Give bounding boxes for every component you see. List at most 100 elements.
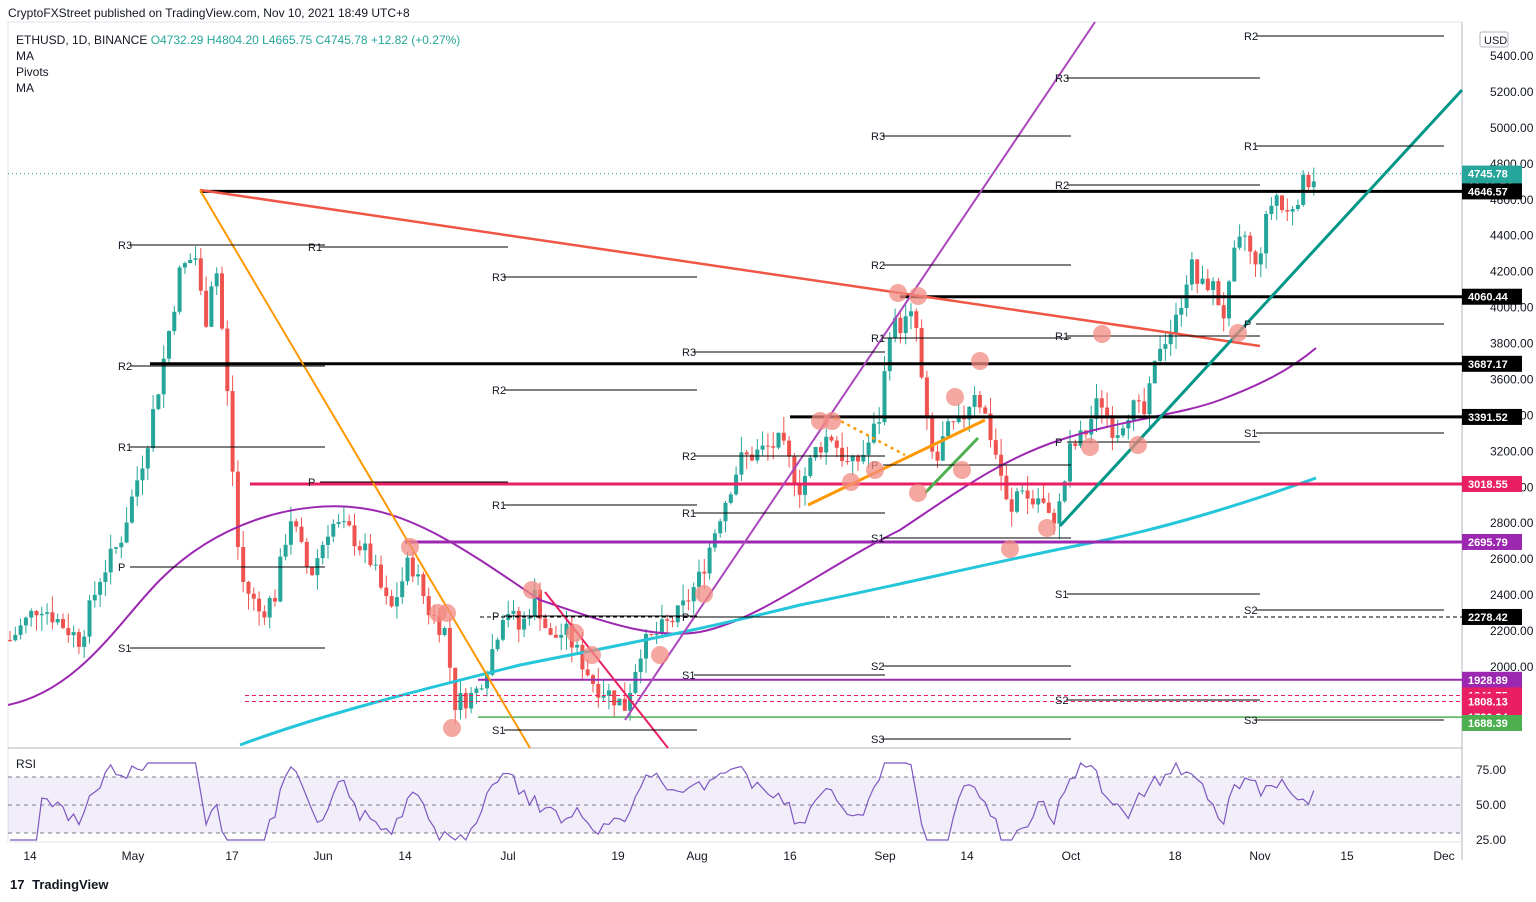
candle-body [787, 440, 792, 457]
candle-body [596, 683, 601, 698]
candle-body [697, 571, 701, 588]
pivot-label: S3 [1244, 715, 1257, 727]
pivot-label: R1 [1244, 141, 1258, 153]
candle-body [617, 698, 622, 706]
candle-body [188, 259, 193, 264]
candle-body [1152, 360, 1157, 384]
price-tag-bg [1462, 288, 1522, 305]
candle-body [893, 317, 898, 338]
pivot-label: S1 [118, 643, 131, 655]
pivot-label: R2 [682, 451, 696, 463]
candle-body [416, 574, 421, 577]
candle-body [903, 316, 908, 334]
y-tick-label: 2200.00 [1490, 624, 1534, 638]
pivot-label: R1 [118, 442, 132, 454]
pivot-label: R2 [1244, 31, 1258, 43]
candle-body [1126, 420, 1131, 429]
candle-body [1015, 491, 1019, 512]
touch-marker [1081, 438, 1099, 456]
candle-body [532, 589, 537, 618]
candle-body [940, 436, 945, 461]
candle-body [1094, 398, 1099, 420]
y-tick-label: 3800.00 [1490, 337, 1534, 351]
candle-body [13, 634, 18, 641]
candle-body [92, 594, 97, 601]
candle-body [1068, 443, 1072, 482]
candle-body [856, 455, 860, 462]
candle-body [1131, 400, 1136, 421]
tradingview-footer: 17 TradingView [10, 877, 108, 892]
candle-body [1168, 333, 1173, 345]
candle-body [601, 695, 606, 698]
candle-body [707, 547, 712, 574]
candle-body [649, 633, 654, 635]
candle-body [235, 471, 240, 548]
pivot-label: R3 [1055, 73, 1069, 85]
pivot-label: P [1244, 319, 1251, 331]
candle-body [241, 547, 246, 582]
candle-body [320, 544, 325, 559]
candle-body [1301, 174, 1306, 205]
indicator-ma-2[interactable]: MA [16, 81, 34, 95]
candle-body [230, 391, 235, 472]
candle-body [288, 521, 293, 545]
price-tag-bg [1462, 408, 1522, 425]
candle-body [278, 556, 283, 602]
candle-body [1052, 512, 1057, 524]
y-tick-label: 3600.00 [1490, 372, 1534, 386]
candle-body [39, 613, 44, 616]
pivot-label: R2 [871, 260, 885, 272]
price-tag-bg [1462, 475, 1522, 492]
candle-body [1158, 348, 1163, 361]
candle-body [1290, 208, 1295, 212]
candle-body [1237, 236, 1242, 248]
candle-body [638, 658, 643, 672]
candle-body [1227, 281, 1231, 319]
y-tick-label: 5200.00 [1490, 85, 1534, 99]
candle-body [1221, 305, 1226, 319]
touch-marker [566, 624, 584, 642]
candle-body [29, 610, 34, 618]
currency-label: USD [1484, 35, 1507, 47]
candle-body [951, 421, 956, 423]
touch-marker [523, 581, 541, 599]
dotted-line [834, 416, 906, 457]
candle-body [1062, 481, 1067, 502]
candle-body [739, 452, 744, 475]
touch-marker [1229, 324, 1247, 342]
candle-body [686, 600, 691, 602]
candle-body [1311, 181, 1316, 188]
candle-body [516, 610, 521, 630]
candle-body [1179, 307, 1184, 315]
candle-body [871, 423, 876, 443]
price-tag-label: 4646.57 [1468, 186, 1508, 198]
candle-body [1211, 281, 1216, 291]
pivot-label: P [118, 562, 125, 574]
candle-body [930, 416, 935, 452]
x-tick-label: 14 [960, 849, 974, 863]
candle-body [824, 436, 829, 453]
brand-label: TradingView [32, 877, 109, 892]
candle-body [967, 406, 972, 420]
candle-body [310, 567, 315, 576]
candle-body [379, 564, 383, 588]
ohlc-values: O4732.29 H4804.20 L4665.75 C4745.78 +12.… [150, 33, 461, 47]
candle-body [71, 632, 76, 636]
candle-body [357, 546, 362, 551]
pivot-label: P [308, 477, 315, 489]
candle-body [580, 644, 585, 670]
candle-body [204, 290, 209, 327]
candle-body [352, 525, 357, 547]
candle-body [103, 572, 108, 583]
symbol-label[interactable]: ETHUSD, 1D, BINANCE [16, 33, 148, 47]
rsi-tick-label: 50.00 [1476, 798, 1506, 812]
candle-body [331, 523, 336, 537]
candle-body [474, 688, 479, 693]
indicator-pivots[interactable]: Pivots [16, 65, 49, 79]
candle-body [1274, 195, 1279, 206]
indicator-ma-1[interactable]: MA [16, 49, 34, 63]
candle-body [559, 634, 564, 638]
currency-box[interactable] [1479, 31, 1509, 48]
candle-body [760, 445, 765, 450]
